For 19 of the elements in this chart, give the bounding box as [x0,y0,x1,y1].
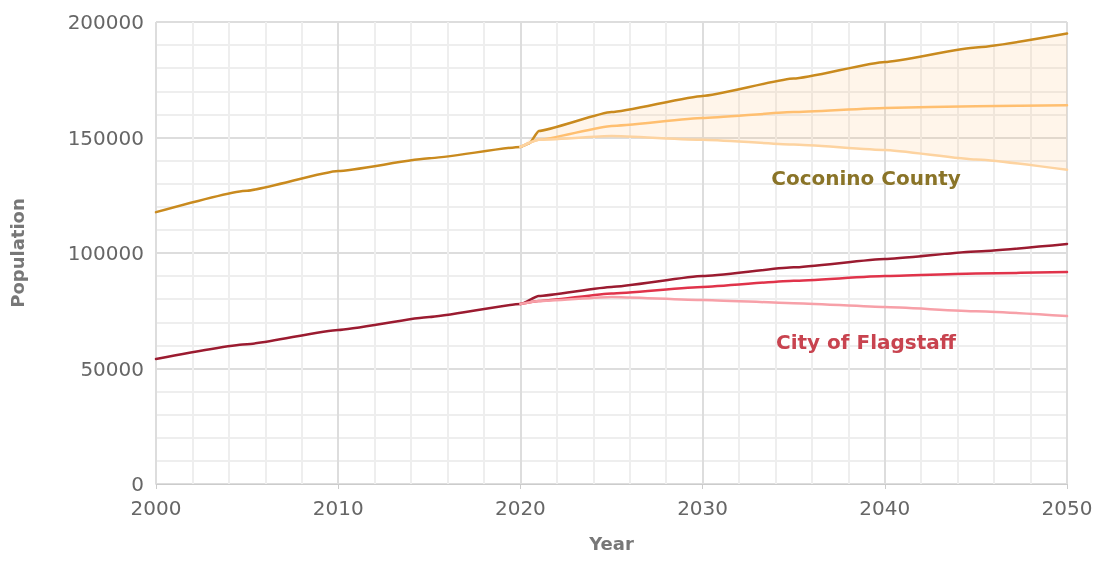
line-series [519,295,1069,318]
x-tick-label: 2000 [130,496,182,520]
x-axis-title: Year [588,532,634,554]
x-tick-label: 2050 [1041,496,1093,520]
x-tick-label: 2040 [859,496,911,520]
y-tick-label: 200000 [67,10,144,34]
x-tick-label: 2030 [677,496,729,520]
line-series [154,32,1069,214]
annotation: Coconino County [771,166,961,190]
x-tick-label: 2010 [312,496,364,520]
line-series [154,242,1069,361]
y-tick-label: 150000 [67,125,144,150]
y-tick-label: 50000 [80,356,144,381]
y-axis-title: Population [6,198,28,308]
x-tick-label: 2020 [494,496,546,520]
line-series [519,134,1069,172]
y-tick-label: 0 [131,472,144,496]
annotation: City of Flagstaff [776,330,957,354]
y-tick-label: 100000 [67,241,144,265]
